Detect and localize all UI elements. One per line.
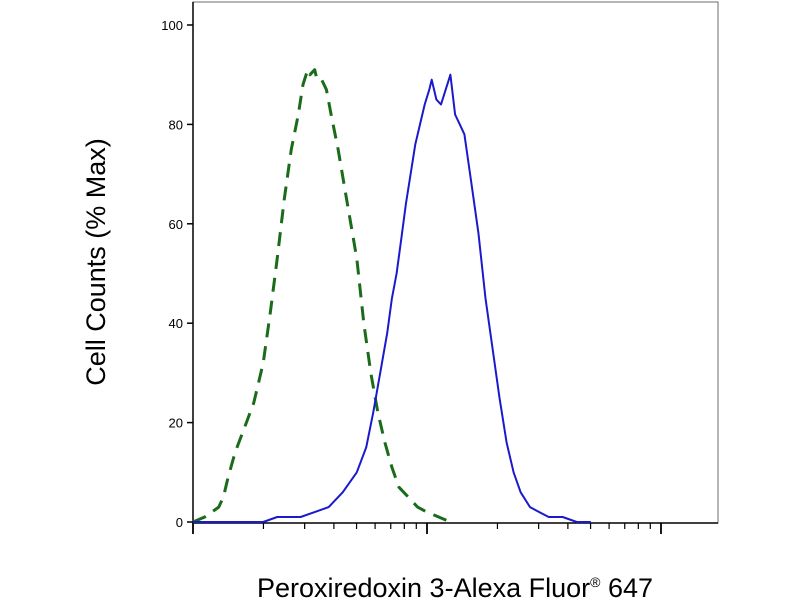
x-axis-ticks [192, 523, 662, 534]
y-tick-label: 20 [169, 416, 183, 431]
plot-frame [192, 1, 719, 524]
x-axis-title: Peroxiredoxin 3-Alexa Fluor® 647 [257, 573, 653, 600]
x-axis-title-main: Peroxiredoxin 3-Alexa Fluor [257, 573, 590, 600]
y-tick-label: 80 [169, 117, 183, 132]
series-control-line [192, 68, 451, 524]
y-tick-label: 60 [169, 217, 183, 232]
y-axis-ticks: 0 20 40 60 80 100 [161, 18, 193, 530]
series-layer [192, 68, 591, 524]
y-tick-label: 100 [161, 18, 183, 33]
y-tick-label: 0 [176, 515, 183, 530]
y-axis-title: Cell Counts (% Max) [81, 138, 111, 386]
y-tick-label: 40 [169, 316, 183, 331]
x-axis-title-suffix: 647 [600, 573, 653, 600]
series-sample-line [193, 73, 591, 523]
x-axis-title-registered-mark: ® [590, 574, 601, 590]
